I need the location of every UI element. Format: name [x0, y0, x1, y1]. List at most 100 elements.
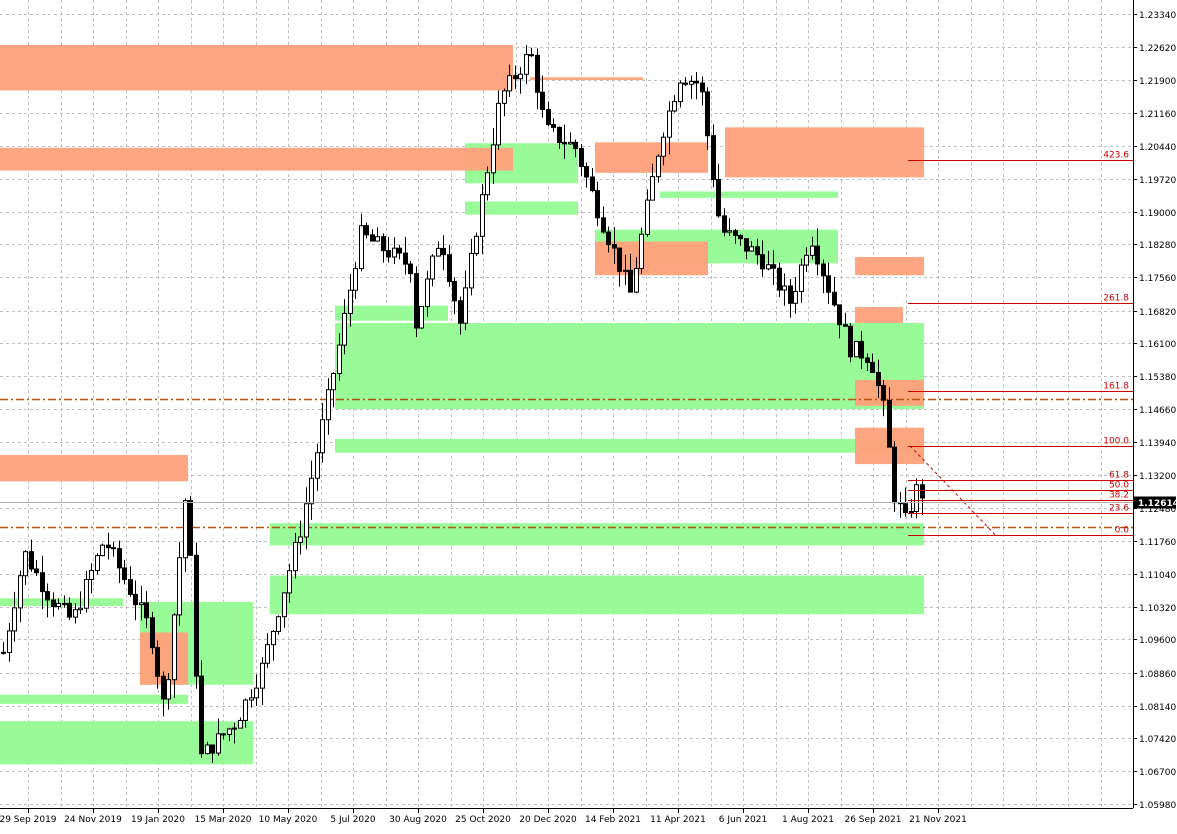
candle-down: [194, 554, 199, 677]
candle-up: [260, 662, 265, 689]
candle-up: [507, 75, 512, 92]
candle-down: [606, 231, 611, 246]
y-tick-label: 1.06700: [1139, 768, 1176, 778]
candle-up: [84, 579, 89, 609]
candle-down: [562, 141, 567, 145]
candle-down: [458, 300, 463, 324]
y-tick-label: 1.21160: [1139, 110, 1176, 120]
demand-zone: [335, 439, 924, 453]
candle-up: [804, 254, 809, 266]
demand-zone: [0, 598, 123, 607]
y-tick-label: 1.12480: [1139, 505, 1176, 515]
candle-down: [848, 325, 853, 358]
candle-up: [645, 199, 650, 235]
candle-up: [348, 289, 353, 314]
candle-down: [128, 579, 133, 595]
fib-level-label: 100.0: [1103, 437, 1129, 447]
y-tick-label: 1.16100: [1139, 340, 1176, 350]
candle-down: [452, 281, 457, 302]
y-tick-label: 1.15380: [1139, 373, 1176, 383]
demand-zone: [270, 575, 924, 615]
candle-up: [326, 389, 331, 421]
candle-down: [403, 252, 408, 265]
candle-down: [117, 548, 122, 569]
candle-up: [7, 630, 12, 654]
candle-down: [628, 269, 633, 293]
candle-down: [540, 91, 545, 110]
candle-down: [722, 215, 727, 233]
candle-up: [177, 557, 182, 616]
candle-up: [524, 54, 529, 75]
y-tick-label: 1.11040: [1139, 571, 1176, 581]
candle-up: [287, 570, 292, 594]
candle-up: [205, 744, 210, 755]
fib-level-label: 423.6: [1103, 151, 1129, 161]
candle-down: [711, 135, 716, 181]
candle-up: [392, 247, 397, 258]
candle-up: [766, 264, 771, 270]
y-tick-label: 1.19720: [1139, 176, 1176, 186]
candle-up: [909, 510, 914, 513]
x-tick-label: 15 Mar 2020: [194, 815, 251, 825]
candle-down: [386, 250, 391, 258]
supply-zone: [0, 454, 188, 482]
fib-level-label: 161.8: [1103, 382, 1129, 392]
y-tick-label: 1.19000: [1139, 209, 1176, 219]
candle-down: [892, 446, 897, 504]
candle-down: [106, 544, 111, 549]
demand-zone: [270, 523, 924, 546]
supply-zone: [595, 241, 708, 276]
candle-down: [837, 304, 842, 326]
candle-up: [172, 614, 177, 681]
y-tick-label: 1.05980: [1139, 801, 1176, 811]
candle-down: [584, 166, 589, 178]
candle-down: [716, 179, 721, 217]
candle-up: [232, 727, 237, 730]
candle-down: [826, 275, 831, 293]
candle-down: [133, 593, 138, 606]
candle-down: [40, 572, 45, 593]
candle-up: [436, 247, 441, 257]
candle-down: [122, 567, 127, 581]
fib-level-label: 61.8: [1109, 471, 1129, 481]
fib-level-label: 38.2: [1109, 491, 1129, 501]
y-tick-label: 1.18280: [1139, 241, 1176, 251]
candle-down: [199, 675, 204, 755]
y-tick-label: 1.08140: [1139, 703, 1176, 713]
candles: [1, 45, 925, 763]
candle-up: [304, 503, 309, 538]
x-tick-label: 1 Aug 2021: [782, 815, 834, 825]
demand-zone: [465, 201, 578, 215]
candle-up: [166, 679, 171, 700]
x-tick-label: 24 Nov 2019: [64, 815, 122, 825]
candle-down: [155, 647, 160, 677]
candle-up: [463, 287, 468, 324]
candle-up: [331, 372, 336, 391]
candle-up: [183, 500, 188, 559]
candle-up: [375, 236, 380, 242]
y-tick-label: 1.07420: [1139, 735, 1176, 745]
x-tick-label: 25 Oct 2020: [455, 815, 511, 825]
candle-down: [700, 82, 705, 93]
candle-up: [656, 155, 661, 178]
candle-down: [738, 234, 743, 240]
candle-down: [447, 254, 452, 283]
candle-up: [56, 602, 61, 608]
candle-down: [887, 399, 892, 448]
candle-up: [518, 73, 523, 80]
candle-up: [89, 570, 94, 581]
candle-down: [29, 551, 34, 570]
candle-down: [771, 264, 776, 269]
candle-down: [573, 141, 578, 149]
candle-down: [150, 617, 155, 649]
candle-down: [705, 91, 710, 137]
candle-up: [337, 344, 342, 374]
candle-up: [667, 110, 672, 138]
candle-down: [111, 547, 116, 550]
candle-up: [727, 230, 732, 233]
y-tick-label: 1.11760: [1139, 538, 1176, 548]
candle-up: [810, 245, 815, 256]
candle-down: [788, 285, 793, 304]
candle-down: [881, 385, 886, 401]
